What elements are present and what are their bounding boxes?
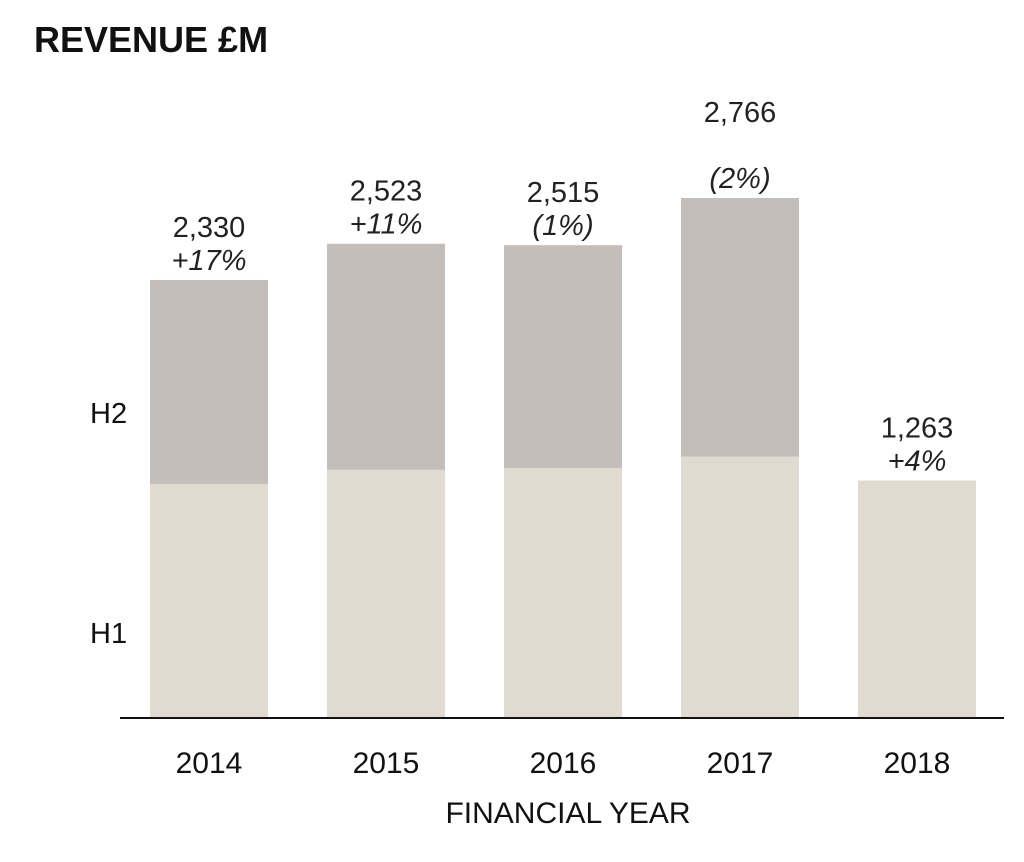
x-tick-2016: 2016 xyxy=(530,747,597,780)
series-label-h1: H1 xyxy=(90,618,127,650)
bar-h1-2014 xyxy=(150,483,268,718)
total-label-2014: 2,330 xyxy=(173,212,246,244)
series-label-h2: H2 xyxy=(90,398,127,430)
total-label-2017: 2,766 xyxy=(704,97,777,129)
growth-label-2016: (1%) xyxy=(532,210,593,242)
bar-h2-2016 xyxy=(504,245,622,468)
bar-h2-2017 xyxy=(681,198,799,457)
plot-area: 2,330+17% 2014 2,523+11% 2015 2,515(1%) 2016 2… xyxy=(150,97,976,780)
x-tick-2015: 2015 xyxy=(353,747,420,780)
x-tick-2017: 2017 xyxy=(707,747,774,780)
bar-h1-2017 xyxy=(681,456,799,718)
growth-label-2014: +17% xyxy=(172,245,247,277)
total-label-2015: 2,523 xyxy=(350,176,423,208)
growth-label-2017: (2%) xyxy=(709,163,770,195)
growth-label-2018: +4% xyxy=(888,446,947,478)
chart-title: REVENUE £M xyxy=(34,19,268,60)
x-tick-2014: 2014 xyxy=(176,747,243,780)
growth-label-2015: +11% xyxy=(350,209,423,241)
x-tick-2018: 2018 xyxy=(884,747,951,780)
bar-h1-2016 xyxy=(504,467,622,718)
bar-h2-2014 xyxy=(150,279,268,484)
bar-h1-2015 xyxy=(327,469,445,718)
bar-h1-2018 xyxy=(858,480,976,718)
total-label-2016: 2,515 xyxy=(527,177,600,209)
bar-h2-2015 xyxy=(327,243,445,470)
x-axis-title: FINANCIAL YEAR xyxy=(445,797,690,830)
total-label-2018: 1,263 xyxy=(881,413,954,445)
